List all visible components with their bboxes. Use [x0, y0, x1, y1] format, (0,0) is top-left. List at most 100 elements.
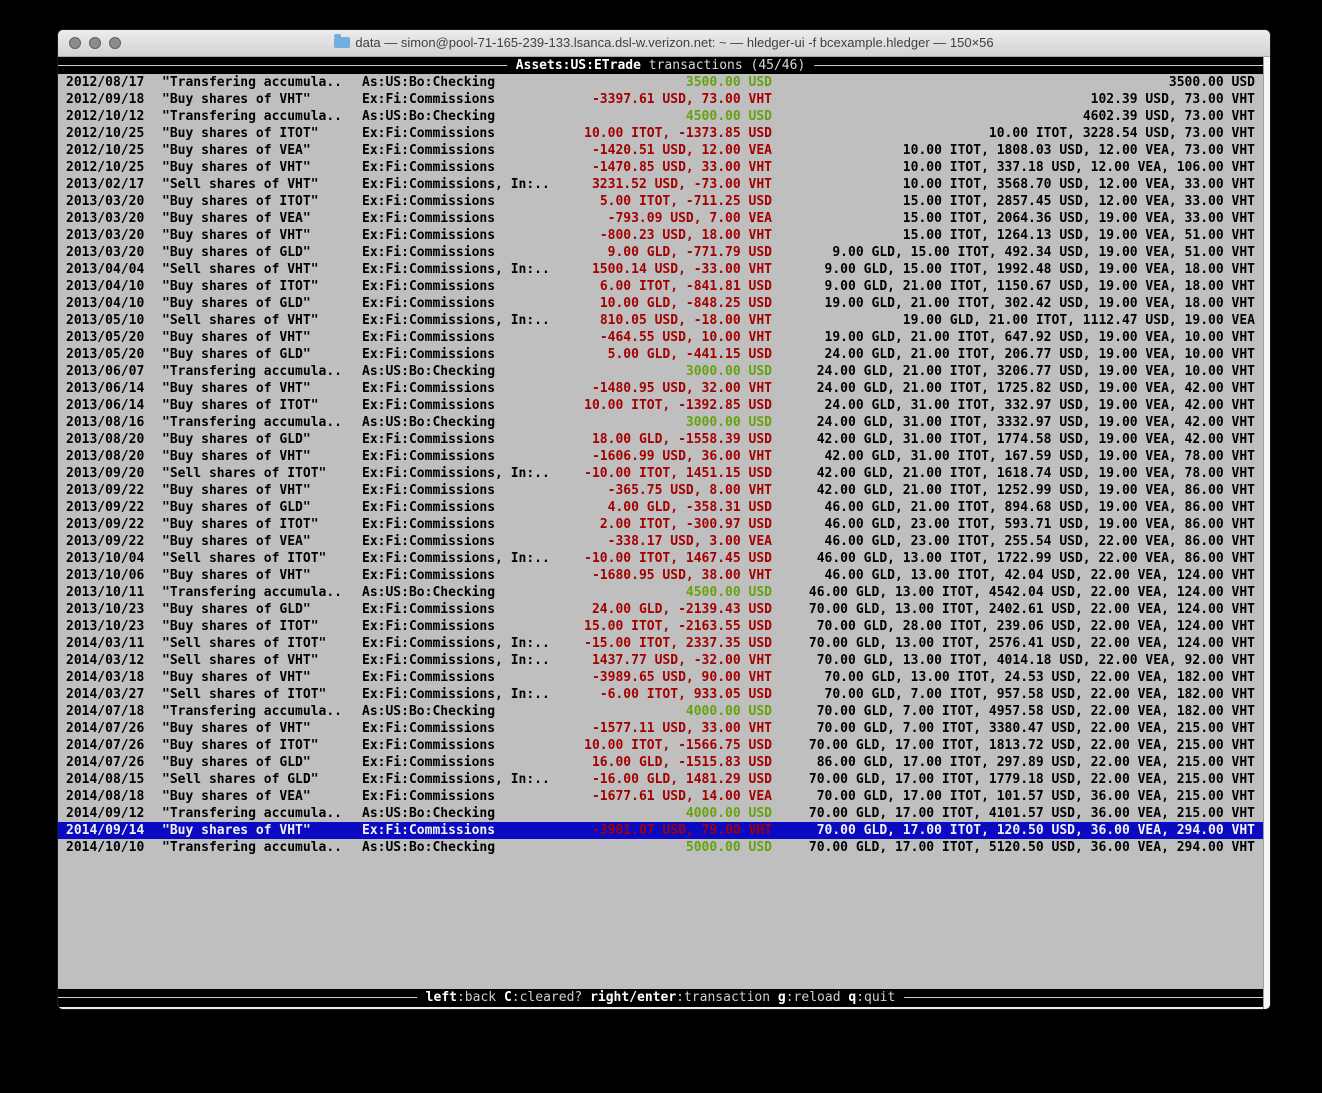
cell-account: As:US:Bo:Checking	[362, 364, 496, 379]
cell-account: Ex:Fi:Commissions	[362, 500, 496, 515]
key-action: :quit	[856, 990, 896, 1005]
transaction-row[interactable]: 2013/05/10 "Sell shares of VHT" Ex:Fi:Comm…	[58, 312, 1263, 329]
transaction-row[interactable]: 2013/02/17 "Sell shares of VHT" Ex:Fi:Comm…	[58, 176, 1263, 193]
cell-account: As:US:Bo:Checking	[362, 585, 496, 600]
cell-desc: "Transfering accumula..	[162, 585, 343, 600]
transaction-row[interactable]: 2013/09/22 "Buy shares of VHT" Ex:Fi:Commi…	[58, 482, 1263, 499]
cell-desc: "Buy shares of GLD"	[162, 347, 311, 362]
cell-date: 2013/05/20	[66, 330, 145, 345]
transaction-row[interactable]: 2014/07/26 "Buy shares of ITOT" Ex:Fi:Comm…	[58, 737, 1263, 754]
transaction-row[interactable]: 2013/09/22 "Buy shares of GLD" Ex:Fi:Commi…	[58, 499, 1263, 516]
cell-balance: 9.00 GLD, 15.00 ITOT, 492.34 USD, 19.00 …	[832, 245, 1255, 260]
cell-account: Ex:Fi:Commissions	[362, 449, 496, 464]
cell-change: -6.00 ITOT, 933.05 USD	[599, 687, 772, 702]
cell-date: 2013/02/17	[66, 177, 145, 192]
cell-balance: 19.00 GLD, 21.00 ITOT, 647.92 USD, 19.00…	[824, 330, 1255, 345]
transaction-row[interactable]: 2013/10/11 "Transfering accumula.. As:US:B…	[58, 584, 1263, 601]
cell-account: Ex:Fi:Commissions, In:..	[362, 636, 550, 651]
transaction-row-selected[interactable]: 2014/09/14 "Buy shares of VHT" Ex:Fi:Commi…	[58, 822, 1263, 839]
cell-account: As:US:Bo:Checking	[362, 75, 496, 90]
cell-change: 4.00 GLD, -358.31 USD	[607, 500, 772, 515]
transaction-row[interactable]: 2014/07/26 "Buy shares of VHT" Ex:Fi:Commi…	[58, 720, 1263, 737]
cell-desc: "Buy shares of VEA"	[162, 534, 311, 549]
cell-account: As:US:Bo:Checking	[362, 704, 496, 719]
transaction-row[interactable]: 2013/09/22 "Buy shares of VEA" Ex:Fi:Commi…	[58, 533, 1263, 550]
transaction-row[interactable]: 2013/09/20 "Sell shares of ITOT" Ex:Fi:Com…	[58, 465, 1263, 482]
transaction-row[interactable]: 2013/03/20 "Buy shares of VEA" Ex:Fi:Commi…	[58, 210, 1263, 227]
cell-balance: 10.00 ITOT, 3228.54 USD, 73.00 VHT	[988, 126, 1255, 141]
transaction-row[interactable]: 2013/03/20 "Buy shares of ITOT" Ex:Fi:Comm…	[58, 193, 1263, 210]
transaction-row[interactable]: 2013/08/20 "Buy shares of GLD" Ex:Fi:Commi…	[58, 431, 1263, 448]
transaction-row[interactable]: 2014/03/12 "Sell shares of VHT" Ex:Fi:Comm…	[58, 652, 1263, 669]
transaction-row[interactable]: 2013/04/10 "Buy shares of ITOT" Ex:Fi:Comm…	[58, 278, 1263, 295]
cell-date: 2013/03/20	[66, 228, 145, 243]
cell-account: Ex:Fi:Commissions, In:..	[362, 177, 550, 192]
cell-balance: 70.00 GLD, 13.00 ITOT, 2402.61 USD, 22.0…	[808, 602, 1255, 617]
cell-change: -464.55 USD, 10.00 VHT	[599, 330, 772, 345]
cell-change: 10.00 GLD, -848.25 USD	[599, 296, 772, 311]
transaction-row[interactable]: 2013/08/16 "Transfering accumula.. As:US:B…	[58, 414, 1263, 431]
transaction-row[interactable]: 2012/10/25 "Buy shares of VEA" Ex:Fi:Commi…	[58, 142, 1263, 159]
transaction-row[interactable]: 2012/10/25 "Buy shares of VHT" Ex:Fi:Commi…	[58, 159, 1263, 176]
cell-balance: 4602.39 USD, 73.00 VHT	[1082, 109, 1255, 124]
cell-change: 10.00 ITOT, -1392.85 USD	[584, 398, 772, 413]
transaction-row[interactable]: 2013/06/07 "Transfering accumula.. As:US:B…	[58, 363, 1263, 380]
cell-desc: "Buy shares of GLD"	[162, 296, 311, 311]
key-hint: left	[425, 990, 457, 1005]
transaction-row[interactable]: 2012/10/25 "Buy shares of ITOT" Ex:Fi:Comm…	[58, 125, 1263, 142]
transaction-row[interactable]: 2014/07/18 "Transfering accumula.. As:US:B…	[58, 703, 1263, 720]
cell-date: 2014/03/12	[66, 653, 145, 668]
transaction-row[interactable]: 2013/03/20 "Buy shares of GLD" Ex:Fi:Commi…	[58, 244, 1263, 261]
transaction-row[interactable]: 2012/10/12 "Transfering accumula.. As:US:B…	[58, 108, 1263, 125]
transaction-row[interactable]: 2013/10/06 "Buy shares of VHT" Ex:Fi:Commi…	[58, 567, 1263, 584]
transaction-row[interactable]: 2014/03/27 "Sell shares of ITOT" Ex:Fi:Com…	[58, 686, 1263, 703]
cell-balance: 70.00 GLD, 28.00 ITOT, 239.06 USD, 22.00…	[816, 619, 1255, 634]
cell-desc: "Sell shares of ITOT"	[162, 466, 327, 481]
cell-date: 2014/09/14	[66, 823, 145, 838]
transaction-row[interactable]: 2013/10/04 "Sell shares of ITOT" Ex:Fi:Com…	[58, 550, 1263, 567]
minimize-button[interactable]	[89, 37, 101, 49]
cell-balance: 15.00 ITOT, 2064.36 USD, 19.00 VEA, 33.0…	[902, 211, 1255, 226]
cell-date: 2013/04/04	[66, 262, 145, 277]
cell-change: 24.00 GLD, -2139.43 USD	[591, 602, 772, 617]
transaction-row[interactable]: 2014/08/18 "Buy shares of VEA" Ex:Fi:Commi…	[58, 788, 1263, 805]
cell-balance: 70.00 GLD, 17.00 ITOT, 4101.57 USD, 36.0…	[808, 806, 1255, 821]
transaction-row[interactable]: 2014/03/18 "Buy shares of VHT" Ex:Fi:Commi…	[58, 669, 1263, 686]
cell-change: 5.00 GLD, -441.15 USD	[607, 347, 772, 362]
zoom-button[interactable]	[109, 37, 121, 49]
transaction-row[interactable]: 2013/05/20 "Buy shares of GLD" Ex:Fi:Commi…	[58, 346, 1263, 363]
header-label: Assets:US:ETrade transactions (45/46)	[506, 57, 815, 74]
transaction-row[interactable]: 2014/09/12 "Transfering accumula.. As:US:B…	[58, 805, 1263, 822]
transaction-row[interactable]: 2014/07/26 "Buy shares of GLD" Ex:Fi:Commi…	[58, 754, 1263, 771]
cell-balance: 70.00 GLD, 17.00 ITOT, 5120.50 USD, 36.0…	[808, 840, 1255, 855]
transaction-row[interactable]: 2013/09/22 "Buy shares of ITOT" Ex:Fi:Comm…	[58, 516, 1263, 533]
cell-change: -3989.65 USD, 90.00 VHT	[591, 670, 772, 685]
cell-desc: "Sell shares of ITOT"	[162, 551, 327, 566]
transaction-row[interactable]: 2013/06/14 "Buy shares of VHT" Ex:Fi:Commi…	[58, 380, 1263, 397]
transaction-row[interactable]: 2013/06/14 "Buy shares of ITOT" Ex:Fi:Comm…	[58, 397, 1263, 414]
transaction-row[interactable]: 2013/04/10 "Buy shares of GLD" Ex:Fi:Commi…	[58, 295, 1263, 312]
transaction-row[interactable]: 2013/10/23 "Buy shares of GLD" Ex:Fi:Commi…	[58, 601, 1263, 618]
cell-account: As:US:Bo:Checking	[362, 415, 496, 430]
transaction-row[interactable]: 2014/10/10 "Transfering accumula.. As:US:B…	[58, 839, 1263, 856]
transaction-row[interactable]: 2013/03/20 "Buy shares of VHT" Ex:Fi:Commi…	[58, 227, 1263, 244]
cell-change: 1500.14 USD, -33.00 VHT	[591, 262, 772, 277]
window-title: data — simon@pool-71-165-239-133.lsanca.…	[58, 30, 1270, 56]
transaction-row[interactable]: 2012/08/17 "Transfering accumula.. As:US:B…	[58, 74, 1263, 91]
window-title-text: data — simon@pool-71-165-239-133.lsanca.…	[355, 35, 994, 50]
cell-balance: 10.00 ITOT, 337.18 USD, 12.00 VEA, 106.0…	[902, 160, 1255, 175]
cell-change: 4500.00 USD	[685, 109, 772, 124]
cell-account: Ex:Fi:Commissions	[362, 279, 496, 294]
cell-desc: "Buy shares of ITOT"	[162, 619, 319, 634]
transaction-row[interactable]: 2013/10/23 "Buy shares of ITOT" Ex:Fi:Comm…	[58, 618, 1263, 635]
transaction-row[interactable]: 2012/09/18 "Buy shares of VHT" Ex:Fi:Commi…	[58, 91, 1263, 108]
close-button[interactable]	[69, 37, 81, 49]
transaction-row[interactable]: 2013/05/20 "Buy shares of VHT" Ex:Fi:Commi…	[58, 329, 1263, 346]
transaction-row[interactable]: 2014/03/11 "Sell shares of ITOT" Ex:Fi:Com…	[58, 635, 1263, 652]
cell-balance: 19.00 GLD, 21.00 ITOT, 1112.47 USD, 19.0…	[902, 313, 1255, 328]
scrollbar-track[interactable]	[1263, 57, 1270, 1009]
transaction-row[interactable]: 2014/08/15 "Sell shares of GLD" Ex:Fi:Comm…	[58, 771, 1263, 788]
titlebar[interactable]: data — simon@pool-71-165-239-133.lsanca.…	[58, 30, 1270, 57]
transaction-row[interactable]: 2013/04/04 "Sell shares of VHT" Ex:Fi:Comm…	[58, 261, 1263, 278]
transaction-row[interactable]: 2013/08/20 "Buy shares of VHT" Ex:Fi:Commi…	[58, 448, 1263, 465]
